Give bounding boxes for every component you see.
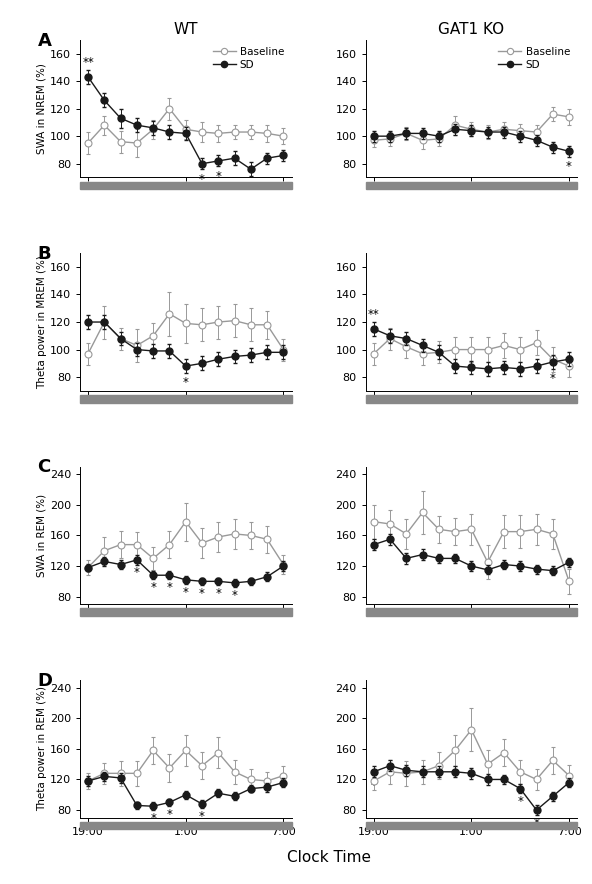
- Legend: Baseline, SD: Baseline, SD: [211, 45, 287, 72]
- Bar: [80, 822, 291, 829]
- Text: A: A: [38, 32, 52, 50]
- Text: *: *: [166, 581, 172, 594]
- Text: *: *: [371, 779, 377, 792]
- Y-axis label: SWA in NREM (%): SWA in NREM (%): [37, 63, 47, 154]
- Text: *: *: [150, 581, 156, 594]
- Bar: [80, 608, 291, 616]
- Text: *: *: [134, 567, 140, 579]
- Text: *: *: [199, 587, 205, 600]
- Text: B: B: [38, 245, 52, 263]
- Text: *: *: [199, 810, 205, 823]
- Text: *: *: [550, 372, 556, 385]
- Text: *: *: [231, 589, 237, 602]
- Text: Clock Time: Clock Time: [287, 850, 371, 865]
- Y-axis label: Theta power in MREM (%): Theta power in MREM (%): [37, 255, 47, 389]
- Bar: [366, 395, 577, 402]
- Text: *: *: [517, 795, 523, 808]
- Y-axis label: Theta power in REM (%): Theta power in REM (%): [37, 686, 47, 812]
- Bar: [80, 181, 291, 189]
- Text: *: *: [215, 587, 221, 600]
- Text: *: *: [150, 812, 156, 825]
- Bar: [366, 822, 577, 829]
- Text: *: *: [166, 808, 172, 821]
- Text: *: *: [199, 172, 205, 186]
- Title: WT: WT: [173, 22, 198, 37]
- Text: *: *: [533, 817, 539, 829]
- Text: **: **: [82, 57, 94, 69]
- Legend: Baseline, SD: Baseline, SD: [496, 45, 572, 72]
- Text: *: *: [183, 377, 189, 390]
- Text: *: *: [566, 160, 572, 173]
- Bar: [366, 608, 577, 616]
- Bar: [80, 395, 291, 402]
- Y-axis label: SWA in REM (%): SWA in REM (%): [37, 494, 47, 577]
- Text: **: **: [368, 309, 379, 322]
- Title: GAT1 KO: GAT1 KO: [438, 22, 504, 37]
- Text: *: *: [215, 170, 221, 183]
- Text: *: *: [183, 585, 189, 598]
- Text: D: D: [38, 672, 53, 690]
- Text: C: C: [38, 458, 51, 476]
- Bar: [366, 181, 577, 189]
